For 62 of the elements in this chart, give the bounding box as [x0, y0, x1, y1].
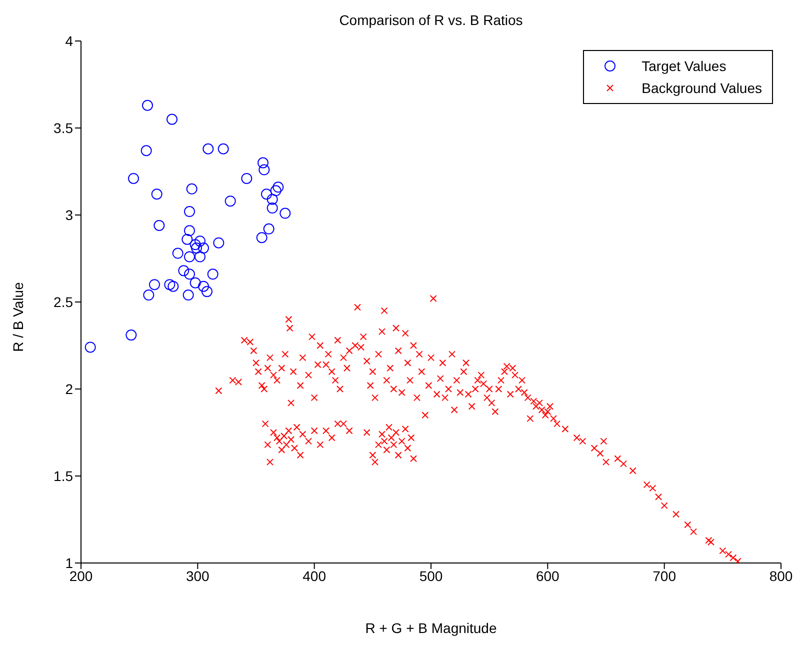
x-axis-title: R + G + B Magnitude	[364, 620, 498, 636]
point	[190, 239, 201, 250]
point	[270, 185, 282, 196]
x-tick-label: 300	[186, 568, 210, 584]
legend-label: Background Values	[642, 80, 762, 96]
x-tick-label: 700	[652, 568, 676, 584]
point	[164, 279, 176, 290]
point	[261, 188, 272, 200]
point	[194, 236, 206, 247]
y-tick-label: 4	[65, 32, 74, 49]
point	[280, 208, 291, 219]
point	[241, 172, 252, 184]
y-tick-label: 3	[65, 206, 74, 223]
point	[149, 279, 160, 290]
x-tick-label: 800	[769, 568, 793, 584]
x-tick-label: 500	[419, 568, 443, 584]
point	[198, 242, 209, 254]
point	[186, 183, 198, 194]
point	[182, 234, 193, 245]
point	[272, 182, 284, 193]
x-tick-label: 600	[536, 568, 560, 584]
point	[166, 114, 178, 125]
point	[178, 265, 190, 276]
x-tick-label: 400	[302, 568, 326, 584]
point	[198, 280, 209, 292]
point	[142, 100, 153, 111]
point	[256, 232, 268, 244]
y-tick-label: 2.5	[54, 294, 74, 310]
point	[154, 220, 165, 231]
point	[143, 290, 154, 301]
point	[172, 248, 184, 259]
point	[258, 157, 268, 168]
point	[140, 145, 152, 156]
legend-label: Target Values	[642, 58, 726, 74]
point	[202, 286, 212, 298]
point	[202, 143, 214, 154]
y-axis-title: R / B Value	[10, 282, 26, 352]
point	[190, 277, 201, 288]
point	[128, 172, 139, 184]
point	[182, 290, 194, 301]
point	[266, 194, 278, 205]
point	[84, 342, 96, 353]
point	[263, 223, 274, 234]
point	[184, 225, 195, 236]
point	[191, 242, 202, 254]
point	[224, 196, 236, 207]
point	[258, 164, 270, 176]
point	[184, 206, 195, 218]
point	[194, 251, 206, 262]
y-tick-label: 2	[65, 380, 74, 397]
y-tick-label: 3.5	[54, 120, 74, 136]
point	[184, 268, 195, 280]
point	[184, 251, 195, 262]
point	[168, 280, 179, 292]
point	[126, 330, 137, 341]
point	[151, 188, 162, 200]
point	[266, 202, 278, 214]
point	[218, 143, 229, 154]
chart-title: Comparison of R vs. B Ratios	[338, 12, 524, 28]
y-tick-label: 1.5	[54, 468, 74, 484]
point	[207, 268, 218, 280]
point	[213, 237, 224, 248]
